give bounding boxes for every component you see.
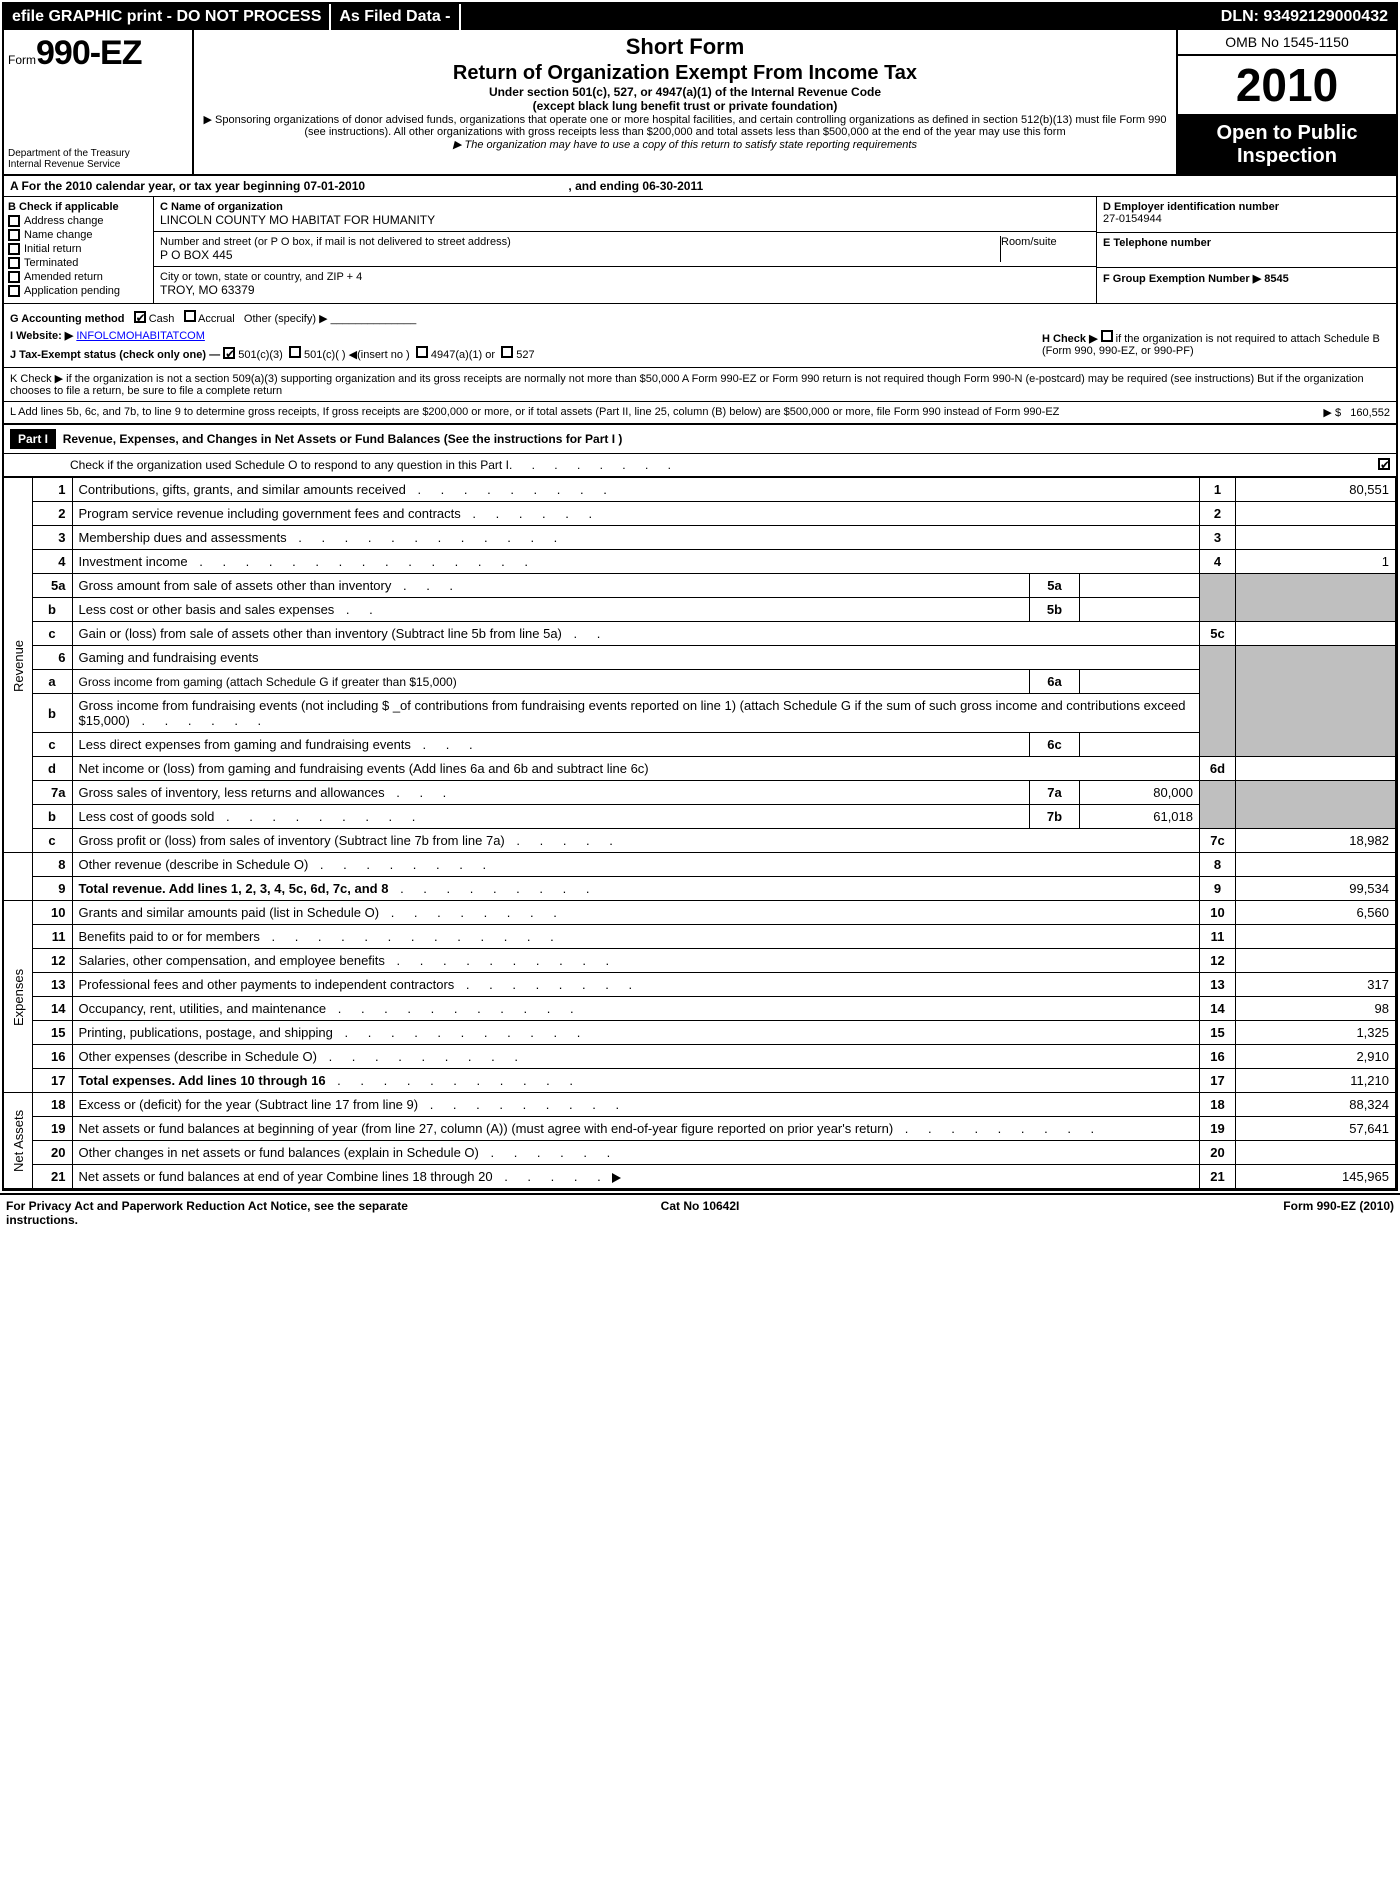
lines-table: Revenue 1 Contributions, gifts, grants, …: [4, 477, 1396, 1189]
arrow-icon: [612, 1173, 621, 1183]
section-b: B Check if applicable Address change Nam…: [4, 197, 1396, 304]
header: Form990-EZ Department of the Treasury In…: [4, 30, 1396, 176]
ck-527[interactable]: [501, 346, 513, 358]
l-text: L Add lines 5b, 6c, and 7b, to line 9 to…: [10, 406, 1059, 419]
city-value: TROY, MO 63379: [160, 283, 1090, 297]
dept-treasury: Department of the Treasury: [8, 148, 188, 159]
title-return: Return of Organization Exempt From Incom…: [202, 62, 1168, 85]
part-1-label: Part I: [10, 429, 56, 449]
city-label: City or town, state or country, and ZIP …: [160, 271, 1090, 283]
ck-amended[interactable]: [8, 271, 20, 283]
line-16-value: 2,910: [1236, 1045, 1396, 1069]
org-name: LINCOLN COUNTY MO HABITAT FOR HUMANITY: [160, 213, 1090, 227]
form-prefix: Form: [8, 53, 36, 67]
tax-year: 2010: [1178, 56, 1396, 116]
subtitle-section: Under section 501(c), 527, or 4947(a)(1)…: [202, 85, 1168, 99]
line-18-value: 88,324: [1236, 1093, 1396, 1117]
top-bar: efile GRAPHIC print - DO NOT PROCESS As …: [4, 4, 1396, 30]
header-center: Short Form Return of Organization Exempt…: [194, 30, 1176, 174]
row-a-label: A For the 2010 calendar year, or tax yea…: [10, 179, 365, 193]
ck-accrual[interactable]: [184, 310, 196, 322]
title-short-form: Short Form: [202, 34, 1168, 60]
line-7a-value: 80,000: [1080, 781, 1200, 805]
asfiled-label: As Filed Data -: [331, 4, 460, 30]
form-number: 990-EZ: [36, 34, 142, 72]
open-inspection: Open to Public Inspection: [1178, 116, 1396, 174]
website-link[interactable]: INFOLCMOHABITATCOM: [76, 330, 205, 342]
line-7b-value: 61,018: [1080, 805, 1200, 829]
dln-label: DLN: 93492129000432: [1213, 4, 1396, 30]
expenses-label: Expenses: [4, 901, 32, 1093]
footer-privacy: For Privacy Act and Paperwork Reduction …: [6, 1199, 469, 1227]
b-right: D Employer identification number 27-0154…: [1096, 197, 1396, 303]
line-9-value: 99,534: [1236, 877, 1396, 901]
ck-schedule-b[interactable]: [1101, 330, 1113, 342]
b-checkboxes: B Check if applicable Address change Nam…: [4, 197, 154, 303]
street-label: Number and street (or P O box, if mail i…: [160, 236, 1000, 248]
g-label: G Accounting method: [10, 313, 124, 325]
b-label: B Check if applicable: [8, 201, 119, 213]
part-1-sub: Check if the organization used Schedule …: [4, 454, 1396, 477]
omb-number: OMB No 1545-1150: [1178, 30, 1396, 56]
line-7c-value: 18,982: [1236, 829, 1396, 853]
line-1-value: 80,551: [1236, 478, 1396, 502]
footer-formno: Form 990-EZ (2010): [931, 1199, 1394, 1227]
subtitle-except: (except black lung benefit trust or priv…: [202, 99, 1168, 113]
irs-label: Internal Revenue Service: [8, 159, 188, 170]
ck-application-pending[interactable]: [8, 285, 20, 297]
header-right: OMB No 1545-1150 2010 Open to Public Ins…: [1176, 30, 1396, 174]
ck-name-change[interactable]: [8, 229, 20, 241]
section-k: K Check ▶ if the organization is not a s…: [4, 368, 1396, 402]
ck-initial-return[interactable]: [8, 243, 20, 255]
footer-catno: Cat No 10642I: [469, 1199, 932, 1227]
ck-schedule-o[interactable]: [1378, 458, 1390, 470]
footer: For Privacy Act and Paperwork Reduction …: [0, 1193, 1400, 1231]
ein-value: 27-0154944: [1103, 213, 1162, 225]
row-a: A For the 2010 calendar year, or tax yea…: [4, 176, 1396, 197]
l-amount: 160,552: [1350, 407, 1390, 419]
line-4-value: 1: [1236, 550, 1396, 574]
ck-501c[interactable]: [289, 346, 301, 358]
f-label: F Group Exemption Number ▶ 8545: [1103, 273, 1289, 285]
room-suite-label: Room/suite: [1001, 236, 1090, 248]
b-middle: C Name of organization LINCOLN COUNTY MO…: [154, 197, 1096, 303]
ck-4947[interactable]: [416, 346, 428, 358]
header-note2: ▶ The organization may have to use a cop…: [202, 138, 1168, 151]
revenue-label: Revenue: [4, 478, 32, 853]
header-left: Form990-EZ Department of the Treasury In…: [4, 30, 194, 174]
c-label: C Name of organization: [160, 201, 283, 213]
line-21-value: 145,965: [1236, 1165, 1396, 1189]
row-a-ending: , and ending 06-30-2011: [568, 179, 703, 193]
h-label: H Check ▶: [1042, 333, 1098, 345]
ck-501c3[interactable]: [223, 347, 235, 359]
line-14-value: 98: [1236, 997, 1396, 1021]
line-13-value: 317: [1236, 973, 1396, 997]
ck-address-change[interactable]: [8, 215, 20, 227]
line-10-value: 6,560: [1236, 901, 1396, 925]
ck-cash[interactable]: [134, 311, 146, 323]
header-note1: ▶ Sponsoring organizations of donor advi…: [202, 113, 1168, 138]
net-assets-label: Net Assets: [4, 1093, 32, 1189]
d-label: D Employer identification number: [1103, 201, 1279, 213]
part-1-title: Revenue, Expenses, and Changes in Net As…: [63, 432, 623, 446]
street-value: P O BOX 445: [160, 248, 1000, 262]
section-l: L Add lines 5b, 6c, and 7b, to line 9 to…: [4, 402, 1396, 425]
efile-label: efile GRAPHIC print - DO NOT PROCESS: [4, 4, 331, 30]
e-label: E Telephone number: [1103, 237, 1211, 249]
section-g: G Accounting method Cash Accrual Other (…: [4, 304, 1396, 368]
part-1-header: Part I Revenue, Expenses, and Changes in…: [4, 425, 1396, 454]
line-19-value: 57,641: [1236, 1117, 1396, 1141]
line-17-value: 11,210: [1236, 1069, 1396, 1093]
i-label: I Website: ▶: [10, 330, 73, 342]
j-label: J Tax-Exempt status (check only one) —: [10, 349, 220, 361]
ck-terminated[interactable]: [8, 257, 20, 269]
form-990ez: efile GRAPHIC print - DO NOT PROCESS As …: [2, 2, 1398, 1191]
line-15-value: 1,325: [1236, 1021, 1396, 1045]
